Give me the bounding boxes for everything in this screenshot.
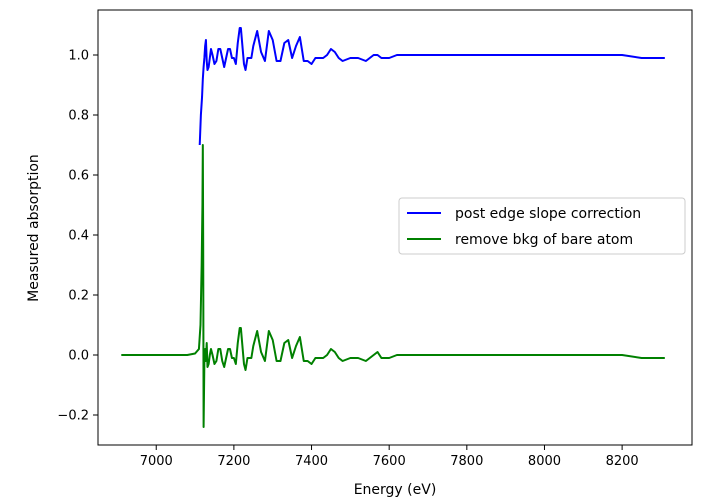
x-tick-label: 7400 [295, 454, 328, 469]
y-ticks-layer: −0.2 0.0 0.2 0.4 0.6 0.8 1.0 [57, 49, 98, 424]
x-tick-label: 8000 [528, 454, 561, 469]
y-tick-label: 0.8 [68, 109, 89, 124]
axes-layer [97, 9, 693, 446]
y-tick-label: −0.2 [57, 409, 89, 424]
legend-label-post-edge: post edge slope correction [455, 206, 641, 222]
y-tick-label: 0.0 [68, 349, 89, 364]
series-line-2 [121, 144, 665, 428]
legend-box [398, 197, 686, 255]
series-line-1 [198, 27, 665, 146]
y-axis-title: Measured absorption [26, 154, 42, 302]
plot-frame [97, 9, 693, 446]
x-ticks-layer: 7000 7200 7400 7600 7800 8000 8200 [140, 445, 639, 469]
series-layer [121, 27, 665, 428]
y-tick-label: 0.4 [68, 229, 89, 244]
y-tick-label: 0.6 [68, 169, 89, 184]
x-axis-title: Energy (eV) [354, 482, 437, 498]
x-tick-label: 7200 [217, 454, 250, 469]
x-tick-label: 7800 [450, 454, 483, 469]
y-tick-label: 0.2 [68, 289, 89, 304]
legend: post edge slope correction remove bkg of… [398, 197, 686, 255]
x-tick-label: 7000 [140, 454, 173, 469]
x-tick-label: 8200 [606, 454, 639, 469]
y-tick-label: 1.0 [68, 49, 89, 64]
legend-label-remove-bkg: remove bkg of bare atom [455, 232, 633, 248]
x-tick-label: 7600 [373, 454, 406, 469]
